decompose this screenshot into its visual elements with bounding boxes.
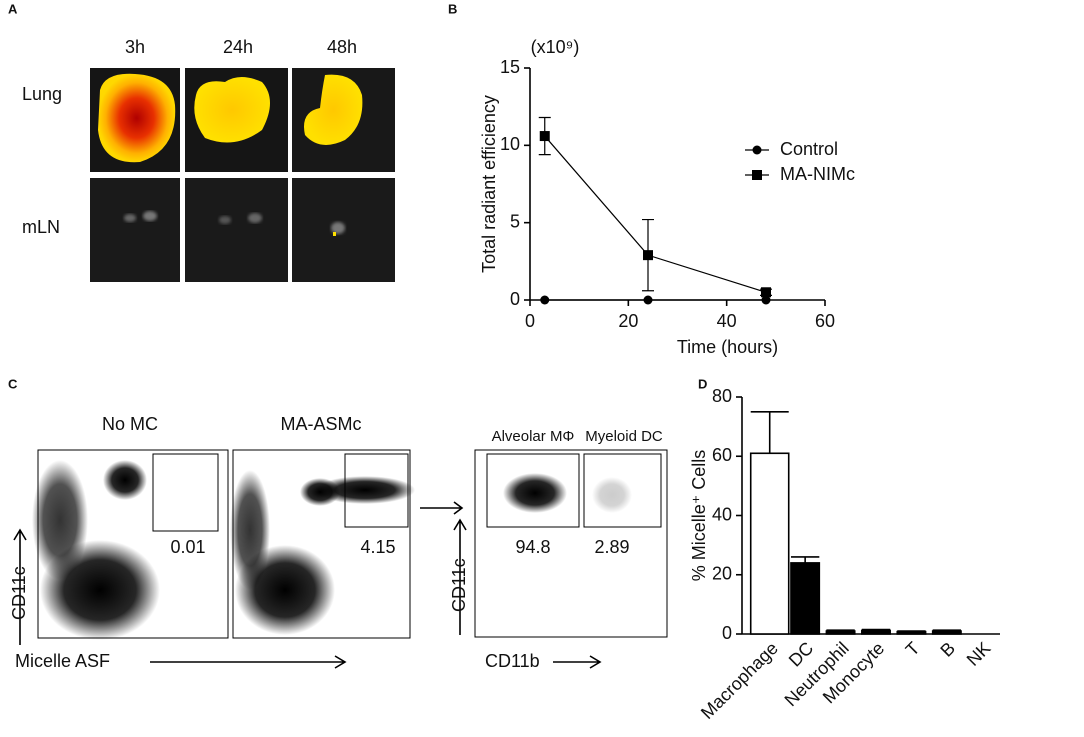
y-tick-label: 15 bbox=[500, 57, 520, 77]
marker bbox=[643, 295, 653, 305]
marker bbox=[540, 295, 550, 305]
legend-label: MA-NIMc bbox=[780, 164, 855, 184]
lung-images bbox=[90, 68, 395, 172]
bar bbox=[931, 630, 962, 635]
x-tick-label: 60 bbox=[815, 311, 835, 331]
axis-label: Micelle ASF bbox=[15, 651, 110, 671]
error-bar bbox=[750, 411, 789, 454]
flow-plots bbox=[13, 449, 668, 669]
legend-marker bbox=[752, 145, 762, 155]
row-label: Lung bbox=[22, 84, 62, 104]
panel-label: C bbox=[8, 376, 18, 391]
y-tick-label: 0 bbox=[510, 289, 520, 309]
x-tick-label: 20 bbox=[618, 311, 638, 331]
x-axis-label: Time (hours) bbox=[677, 337, 778, 357]
mln-images bbox=[90, 178, 395, 282]
panel-label: B bbox=[448, 1, 457, 16]
y-tick-label: 0 bbox=[722, 623, 732, 643]
y-tick-label: 60 bbox=[712, 445, 732, 465]
axis-label: CD11c bbox=[9, 566, 29, 620]
y-tick-label: 40 bbox=[712, 504, 732, 524]
x-tick-label: 0 bbox=[525, 311, 535, 331]
gate-label: Alveolar MΦ bbox=[492, 428, 575, 445]
marker bbox=[761, 295, 771, 305]
plot-title: MA-ASMc bbox=[281, 414, 362, 434]
row-label: mLN bbox=[22, 217, 60, 237]
bar bbox=[790, 562, 821, 635]
gate-value: 0.01 bbox=[170, 537, 205, 557]
legend-label: Control bbox=[780, 139, 838, 159]
marker bbox=[539, 131, 550, 142]
y-tick-label: 5 bbox=[510, 211, 520, 231]
legend-marker bbox=[752, 170, 762, 180]
series-line bbox=[544, 135, 767, 293]
gate-value: 94.8 bbox=[515, 537, 550, 557]
panel-label: A bbox=[8, 1, 18, 16]
x-tick-label: T bbox=[902, 638, 924, 660]
error-bar bbox=[790, 556, 820, 563]
axis-label: CD11c bbox=[449, 558, 469, 612]
axis-label: CD11b bbox=[485, 651, 540, 671]
panel-label: D bbox=[698, 376, 707, 391]
bar bbox=[896, 630, 927, 635]
plot-title: No MC bbox=[102, 414, 158, 434]
bar bbox=[861, 629, 891, 635]
bar bbox=[749, 452, 790, 635]
bar bbox=[825, 630, 856, 635]
gate-label: Myeloid DC bbox=[585, 428, 663, 445]
x-tick-label: B bbox=[936, 638, 959, 661]
x-tick-label: NK bbox=[963, 638, 995, 670]
y-axis-label: % Micelle⁺ Cells bbox=[689, 450, 709, 582]
column-label: 24h bbox=[223, 37, 253, 57]
y-tick-label: 80 bbox=[712, 386, 732, 406]
column-label: 48h bbox=[327, 37, 357, 57]
x-tick-label: 40 bbox=[717, 311, 737, 331]
x-tick-label: Macrophage bbox=[697, 638, 782, 723]
y-multiplier: (x10⁹) bbox=[531, 37, 580, 57]
gate-value: 2.89 bbox=[594, 537, 629, 557]
gate-value: 4.15 bbox=[360, 537, 395, 557]
y-tick-label: 10 bbox=[500, 134, 520, 154]
marker bbox=[761, 287, 771, 298]
marker bbox=[643, 250, 653, 261]
y-axis-label: Total radiant efficiency bbox=[479, 95, 499, 273]
column-label: 3h bbox=[125, 37, 145, 57]
y-tick-label: 20 bbox=[712, 564, 732, 584]
